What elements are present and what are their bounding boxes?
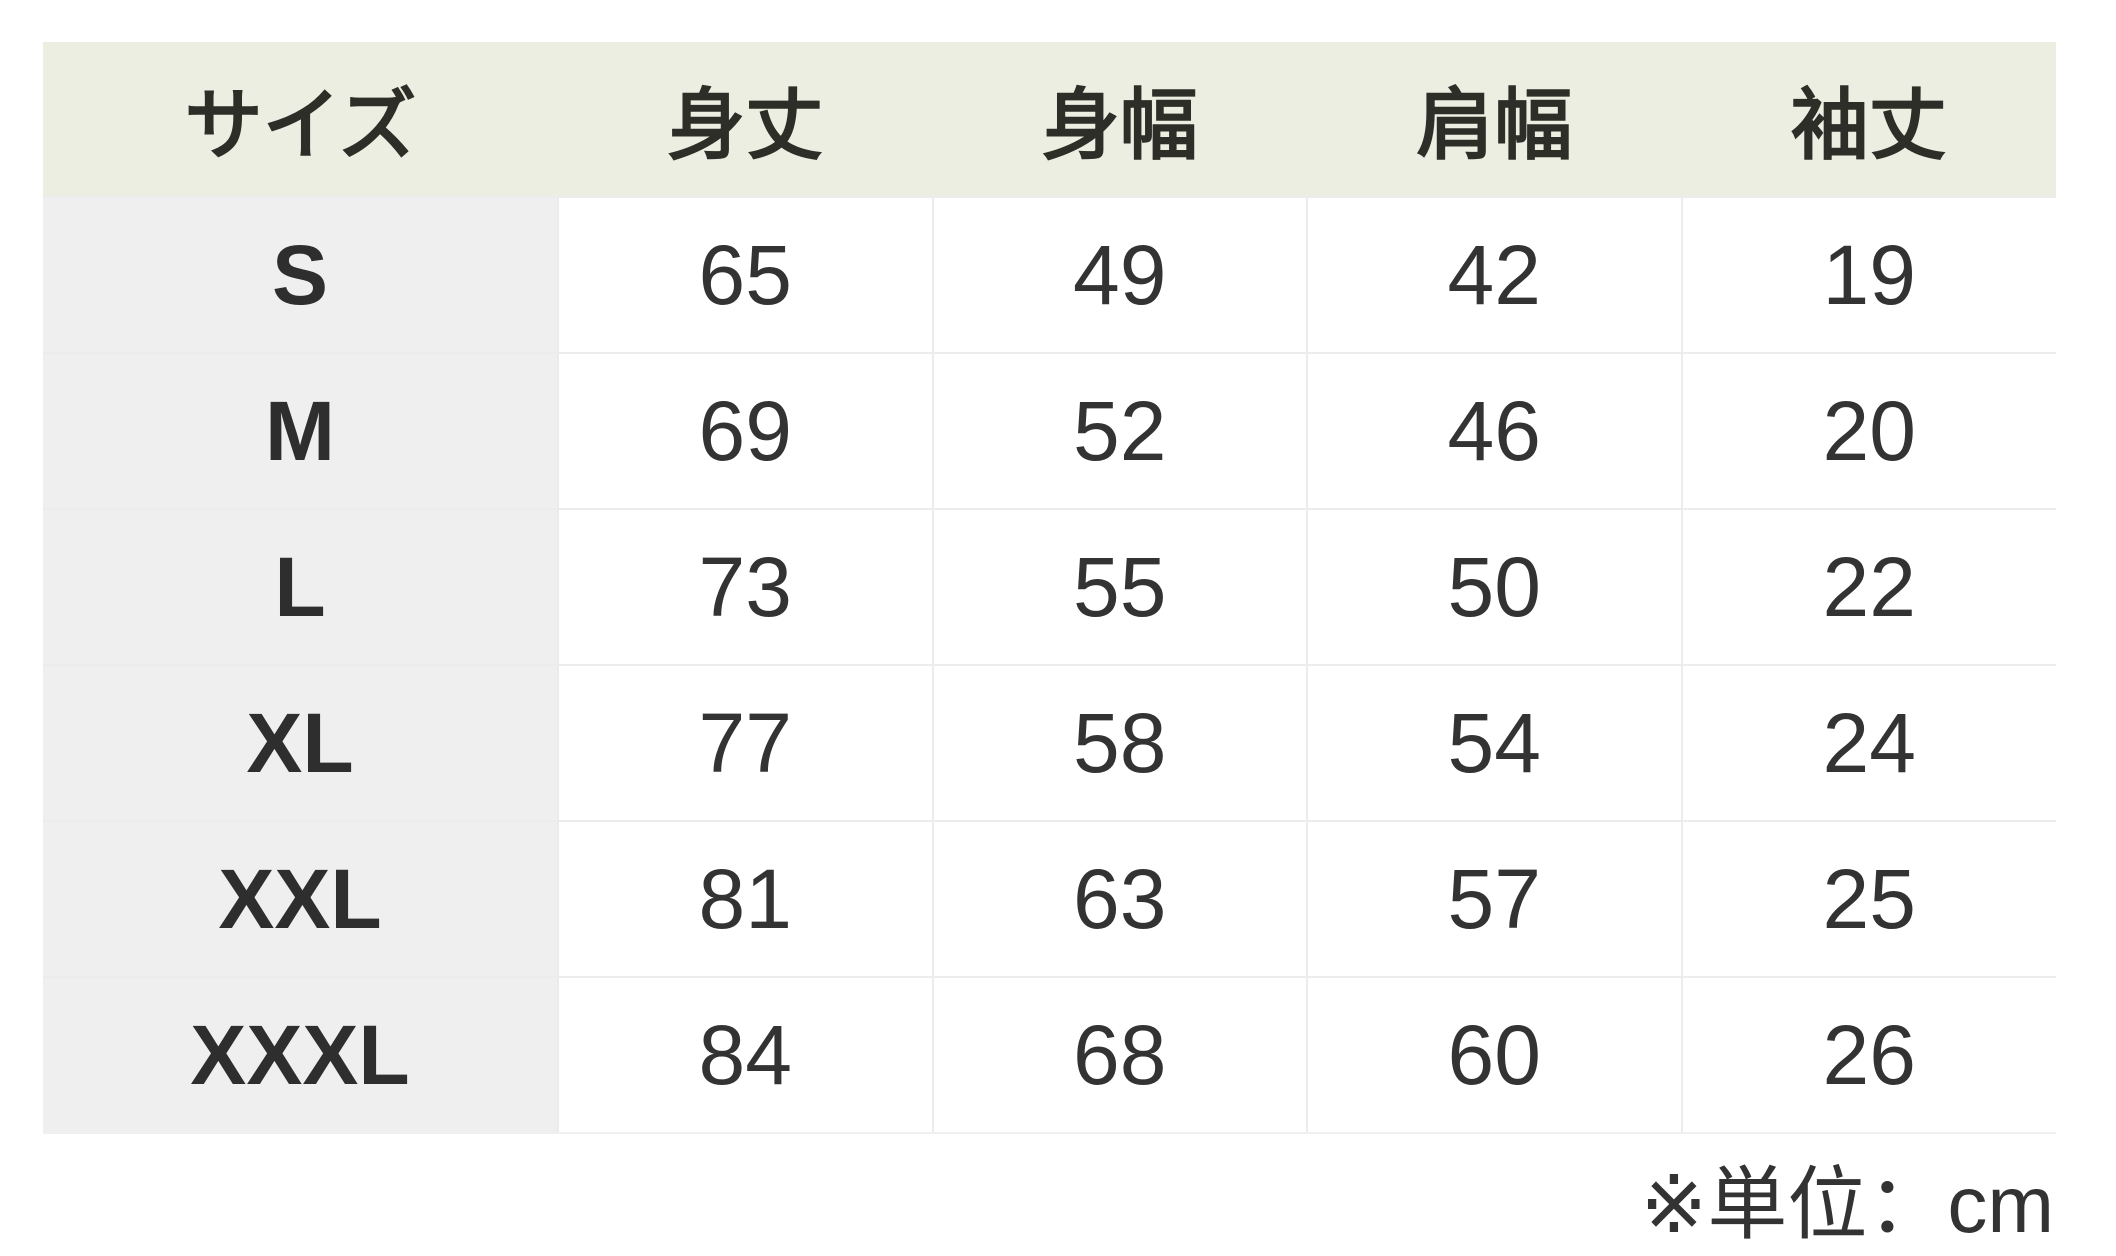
measure-cell: 58 bbox=[931, 664, 1308, 822]
header-sleeve: 袖丈 bbox=[1681, 42, 2056, 197]
measure-cell: 69 bbox=[557, 352, 934, 510]
measure-cell: 68 bbox=[931, 976, 1308, 1134]
measure-cell: 22 bbox=[1680, 508, 2056, 666]
measure-cell: 24 bbox=[1680, 664, 2056, 822]
measure-cell: 54 bbox=[1306, 664, 1683, 822]
header-shoulder: 肩幅 bbox=[1307, 42, 1682, 197]
table-row: XL 77 58 54 24 bbox=[43, 664, 2056, 822]
measure-cell: 19 bbox=[1680, 196, 2056, 354]
size-chart-table: サイズ 身丈 身幅 肩幅 袖丈 S 65 49 42 19 M 69 52 46 20 L 73 55 5… bbox=[43, 42, 2056, 1134]
header-width: 身幅 bbox=[932, 42, 1307, 197]
size-cell: S bbox=[43, 196, 559, 354]
unit-note: ※単位：cm bbox=[1640, 1160, 2054, 1249]
measure-cell: 57 bbox=[1306, 820, 1683, 978]
table-row: M 69 52 46 20 bbox=[43, 352, 2056, 510]
measure-cell: 77 bbox=[557, 664, 934, 822]
measure-cell: 63 bbox=[931, 820, 1308, 978]
size-cell: XL bbox=[43, 664, 559, 822]
measure-cell: 42 bbox=[1306, 196, 1683, 354]
table-row: L 73 55 50 22 bbox=[43, 508, 2056, 666]
size-cell: L bbox=[43, 508, 559, 666]
measure-cell: 26 bbox=[1680, 976, 2056, 1134]
table-row: S 65 49 42 19 bbox=[43, 196, 2056, 354]
measure-cell: 60 bbox=[1306, 976, 1683, 1134]
measure-cell: 65 bbox=[557, 196, 934, 354]
measure-cell: 50 bbox=[1306, 508, 1683, 666]
measure-cell: 46 bbox=[1306, 352, 1683, 510]
measure-cell: 84 bbox=[557, 976, 934, 1134]
header-row: サイズ 身丈 身幅 肩幅 袖丈 bbox=[43, 42, 2056, 197]
measure-cell: 52 bbox=[931, 352, 1308, 510]
table-row: XXXL 84 68 60 26 bbox=[43, 976, 2056, 1134]
size-cell: XXL bbox=[43, 820, 559, 978]
measure-cell: 55 bbox=[931, 508, 1308, 666]
size-cell: XXXL bbox=[43, 976, 559, 1134]
measure-cell: 25 bbox=[1680, 820, 2056, 978]
header-size: サイズ bbox=[43, 42, 558, 197]
table-row: XXL 81 63 57 25 bbox=[43, 820, 2056, 978]
header-length: 身丈 bbox=[558, 42, 933, 197]
measure-cell: 73 bbox=[557, 508, 934, 666]
measure-cell: 20 bbox=[1680, 352, 2056, 510]
size-cell: M bbox=[43, 352, 559, 510]
measure-cell: 49 bbox=[931, 196, 1308, 354]
measure-cell: 81 bbox=[557, 820, 934, 978]
